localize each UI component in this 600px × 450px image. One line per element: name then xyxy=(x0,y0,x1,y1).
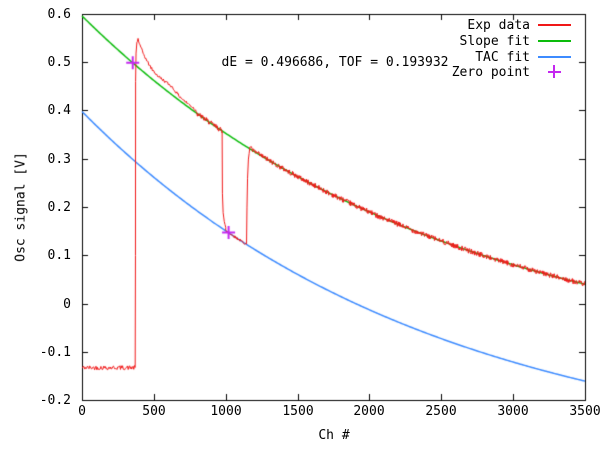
y-tick-label: 0.2 xyxy=(47,200,71,215)
y-tick-label: -0.1 xyxy=(39,345,71,360)
x-tick-label: 1000 xyxy=(210,404,242,419)
x-tick-label: 2500 xyxy=(425,404,457,419)
exp-data-line-swatch xyxy=(538,17,571,33)
x-tick-label: 3000 xyxy=(497,404,529,419)
legend-item-tac-fit: TAC fit xyxy=(475,49,571,65)
legend-item-exp-data: Exp data xyxy=(467,17,571,33)
legend-label-exp-data: Exp data xyxy=(467,17,530,33)
tac-fit-line-swatch xyxy=(538,49,571,65)
x-tick-label: 1500 xyxy=(282,404,314,419)
y-tick-label: 0 xyxy=(63,297,71,312)
x-tick-label: 2000 xyxy=(353,404,385,419)
legend-label-zero-point: Zero point xyxy=(451,64,530,80)
fit-result-annotation: dE = 0.496686, TOF = 0.193932 xyxy=(221,55,449,70)
x-axis-title: Ch # xyxy=(318,428,350,443)
x-tick-label: 500 xyxy=(142,404,166,419)
y-tick-label: -0.2 xyxy=(39,393,71,408)
y-tick-label: 0.4 xyxy=(47,103,71,118)
zero-point-plus-icon xyxy=(538,64,571,80)
y-tick-label: 0.3 xyxy=(47,152,71,167)
x-tick-label: 0 xyxy=(78,404,86,419)
legend-item-zero-point: Zero point xyxy=(452,64,571,80)
legend-item-slope-fit: Slope fit xyxy=(460,33,571,49)
slope-fit-line-swatch xyxy=(538,33,571,49)
x-tick-label: 3500 xyxy=(569,404,600,419)
legend-label-slope-fit: Slope fit xyxy=(459,33,530,49)
y-tick-label: 0.5 xyxy=(47,55,71,70)
legend-label-tac-fit: TAC fit xyxy=(475,49,530,65)
y-tick-label: 0.6 xyxy=(47,7,71,22)
y-tick-label: 0.1 xyxy=(47,248,71,263)
